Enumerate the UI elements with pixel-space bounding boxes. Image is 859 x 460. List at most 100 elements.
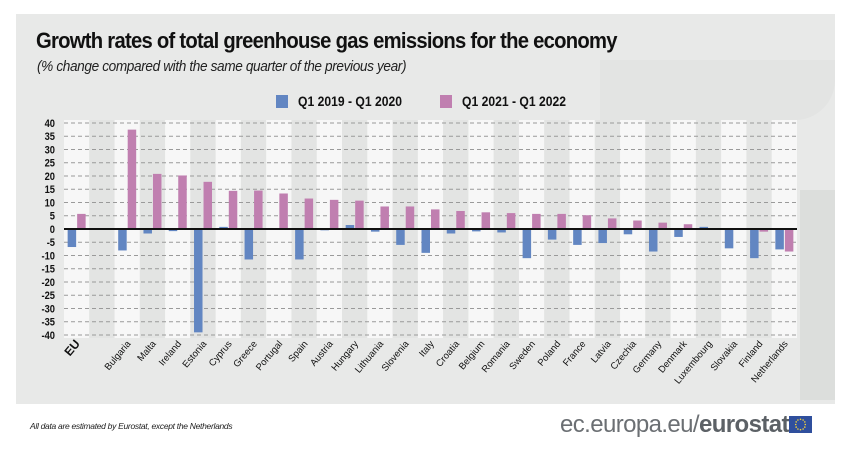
x-tick-label: Bulgaria xyxy=(103,338,134,372)
legend-item-series2: Q1 2021 - Q1 2022 xyxy=(440,94,578,109)
gridlines xyxy=(64,122,797,336)
bar-q1-2021-2022 xyxy=(532,213,541,229)
bar-q1-2019-2020 xyxy=(547,229,557,240)
bar-q1-2021-2022 xyxy=(405,206,415,229)
x-tick-label: France xyxy=(561,339,588,369)
y-tick-label: 35 xyxy=(45,132,56,144)
x-tick-label: Estonia xyxy=(181,338,210,370)
bar-q1-2019-2020 xyxy=(699,226,709,229)
bar-q1-2019-2020 xyxy=(345,225,355,229)
bar-q1-2021-2022 xyxy=(582,215,592,229)
x-tick-label: Italy xyxy=(417,339,437,360)
bar-q1-2019-2020 xyxy=(750,229,759,259)
background-decoration xyxy=(600,60,835,120)
legend-swatch-series1 xyxy=(276,95,288,108)
bar-q1-2021-2022 xyxy=(203,181,213,229)
bar-q1-2019-2020 xyxy=(396,229,405,245)
x-tick-label: Sweden xyxy=(507,339,538,372)
chart-subtitle: (% change compared with the same quarter… xyxy=(37,59,407,75)
y-tick-label: -5 xyxy=(47,238,56,250)
bar-q1-2019-2020 xyxy=(674,229,683,237)
eu-flag-icon xyxy=(789,416,812,433)
bar-q1-2021-2022 xyxy=(784,229,794,252)
bar-q1-2019-2020 xyxy=(648,229,658,252)
y-tick-label: -10 xyxy=(42,251,56,263)
bar-q1-2019-2020 xyxy=(421,229,430,253)
bar-q1-2019-2020 xyxy=(573,229,582,245)
bar-q1-2021-2022 xyxy=(431,209,440,229)
bar-q1-2019-2020 xyxy=(497,229,506,233)
x-tick-label: EU xyxy=(61,337,82,359)
y-tick-label: -20 xyxy=(42,277,56,289)
y-tick-label: 0 xyxy=(50,224,55,236)
bar-q1-2021-2022 xyxy=(254,190,263,229)
bar-q1-2019-2020 xyxy=(67,229,77,248)
bar-q1-2021-2022 xyxy=(77,213,86,229)
bar-q1-2019-2020 xyxy=(623,229,633,235)
footnote: All data are estimated by Eurostat, exce… xyxy=(30,421,233,431)
bar-q1-2021-2022 xyxy=(329,199,339,229)
bar-q1-2019-2020 xyxy=(370,229,380,232)
bar-q1-2019-2020 xyxy=(472,229,481,232)
legend-swatch-series2 xyxy=(440,95,452,108)
brand-name: eurostat xyxy=(698,411,789,438)
y-tick-label: -35 xyxy=(42,317,56,329)
brand-link[interactable]: ec.europa.eu/eurostat xyxy=(560,411,789,439)
x-tick-label: Spain xyxy=(286,339,310,365)
x-tick-label: Latvia xyxy=(589,338,614,365)
x-tick-label: Malta xyxy=(135,338,159,363)
x-tick-label: Slovakia xyxy=(709,338,741,373)
y-tick-label: 30 xyxy=(45,145,56,157)
bar-q1-2021-2022 xyxy=(178,175,187,229)
bar-q1-2021-2022 xyxy=(152,173,162,229)
x-tick-label: Cyprus xyxy=(207,339,235,369)
bar-q1-2021-2022 xyxy=(228,190,238,229)
y-tick-label: 5 xyxy=(50,211,55,223)
y-tick-label: -40 xyxy=(42,330,56,342)
bar-q1-2019-2020 xyxy=(244,229,254,260)
y-tick-label: 10 xyxy=(45,198,56,210)
bar-q1-2021-2022 xyxy=(607,218,617,229)
bar-q1-2019-2020 xyxy=(194,229,203,333)
y-tick-label: 20 xyxy=(45,171,56,183)
brand-prefix: ec.europa.eu/ xyxy=(560,411,700,438)
bar-q1-2021-2022 xyxy=(304,198,314,229)
legend-label-series1: Q1 2019 - Q1 2020 xyxy=(298,94,403,109)
legend-item-series1: Q1 2019 - Q1 2020 xyxy=(276,94,414,109)
x-tick-label: Portugal xyxy=(254,339,285,373)
y-tick-label: -15 xyxy=(42,264,56,276)
x-axis-labels: EU Bulgaria MaltaIrelandEstoniaCyprusGreec… xyxy=(61,337,790,386)
bar-q1-2021-2022 xyxy=(683,224,693,229)
bar-q1-2021-2022 xyxy=(380,206,389,229)
bar-q1-2019-2020 xyxy=(598,229,607,244)
bar-q1-2021-2022 xyxy=(127,129,137,229)
y-tick-label: 15 xyxy=(45,185,56,197)
bar-q1-2019-2020 xyxy=(168,229,178,232)
x-tick-label: Poland xyxy=(536,339,563,369)
bar-q1-2019-2020 xyxy=(522,229,532,259)
bar-q1-2019-2020 xyxy=(219,226,228,229)
y-tick-label: 40 xyxy=(45,118,56,130)
bar-q1-2021-2022 xyxy=(557,213,566,229)
bar-q1-2021-2022 xyxy=(658,222,667,229)
bar-q1-2021-2022 xyxy=(481,212,491,229)
bar-q1-2019-2020 xyxy=(295,229,304,260)
bar-q1-2019-2020 xyxy=(775,229,784,250)
bar-q1-2021-2022 xyxy=(279,193,288,229)
bars xyxy=(67,129,794,333)
chart-title: Growth rates of total greenhouse gas emi… xyxy=(36,28,618,53)
y-tick-label: -25 xyxy=(42,291,56,303)
bar-q1-2021-2022 xyxy=(456,210,465,229)
bar-q1-2019-2020 xyxy=(143,229,152,234)
y-tick-label: 25 xyxy=(45,158,56,170)
background-decoration xyxy=(800,190,835,400)
bar-q1-2019-2020 xyxy=(118,229,127,251)
legend-label-series2: Q1 2021 - Q1 2022 xyxy=(462,94,567,109)
x-tick-label: Slovenia xyxy=(380,338,412,374)
y-tick-label: -30 xyxy=(42,304,56,316)
bar-q1-2021-2022 xyxy=(633,220,642,229)
bar-q1-2021-2022 xyxy=(759,229,769,232)
bar-q1-2021-2022 xyxy=(355,200,364,229)
